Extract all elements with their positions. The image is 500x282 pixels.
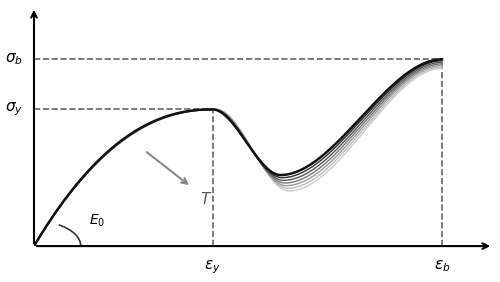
Text: $\epsilon_b$: $\epsilon_b$ [434,259,450,274]
Text: $E_0$: $E_0$ [89,213,106,229]
Text: $\sigma_b$: $\sigma_b$ [6,52,24,67]
Text: $\epsilon_y$: $\epsilon_y$ [204,259,221,276]
Text: $\sigma_y$: $\sigma_y$ [6,101,24,118]
Text: $T$: $T$ [200,191,212,208]
